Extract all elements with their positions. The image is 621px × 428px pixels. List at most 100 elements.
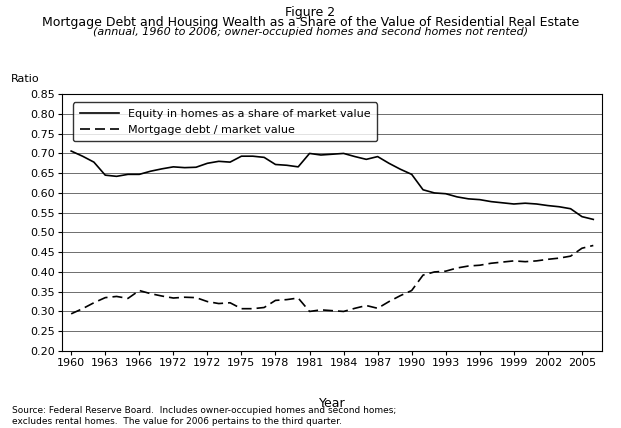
- Mortgage debt / market value: [215, 301, 222, 306]
- Equity in homes as a share of market value: [419, 187, 427, 192]
- Mortgage debt / market value: [499, 259, 506, 265]
- Equity in homes as a share of market value: [227, 160, 234, 165]
- Mortgage debt / market value: [238, 306, 245, 311]
- Mortgage debt / market value: [124, 296, 132, 301]
- Mortgage debt / market value: [578, 246, 586, 251]
- Mortgage debt / market value: [317, 307, 325, 312]
- Mortgage debt / market value: [249, 306, 256, 311]
- Equity in homes as a share of market value: [510, 202, 517, 207]
- Equity in homes as a share of market value: [533, 202, 540, 207]
- Equity in homes as a share of market value: [329, 152, 336, 157]
- Mortgage debt / market value: [283, 297, 291, 302]
- Mortgage debt / market value: [351, 306, 359, 311]
- Mortgage debt / market value: [589, 243, 597, 248]
- Equity in homes as a share of market value: [567, 206, 574, 211]
- Mortgage debt / market value: [442, 269, 450, 274]
- Mortgage debt / market value: [533, 259, 540, 264]
- Mortgage debt / market value: [272, 298, 279, 303]
- Equity in homes as a share of market value: [317, 152, 325, 158]
- Mortgage debt / market value: [487, 261, 495, 266]
- Legend: Equity in homes as a share of market value, Mortgage debt / market value: Equity in homes as a share of market val…: [73, 102, 377, 141]
- Mortgage debt / market value: [510, 259, 517, 264]
- Equity in homes as a share of market value: [68, 149, 75, 154]
- Mortgage debt / market value: [294, 295, 302, 300]
- Mortgage debt / market value: [374, 306, 381, 311]
- Mortgage debt / market value: [158, 294, 166, 299]
- Mortgage debt / market value: [476, 263, 484, 268]
- Equity in homes as a share of market value: [351, 154, 359, 159]
- Equity in homes as a share of market value: [135, 172, 143, 177]
- Mortgage debt / market value: [329, 308, 336, 313]
- Mortgage debt / market value: [340, 309, 347, 314]
- Equity in homes as a share of market value: [147, 169, 155, 174]
- Text: Mortgage Debt and Housing Wealth as a Share of the Value of Residential Real Est: Mortgage Debt and Housing Wealth as a Sh…: [42, 16, 579, 29]
- Mortgage debt / market value: [135, 288, 143, 293]
- Mortgage debt / market value: [419, 273, 427, 278]
- Mortgage debt / market value: [170, 295, 177, 300]
- Mortgage debt / market value: [90, 300, 97, 305]
- Mortgage debt / market value: [522, 259, 529, 264]
- Equity in homes as a share of market value: [397, 166, 404, 172]
- Equity in homes as a share of market value: [453, 194, 461, 199]
- Equity in homes as a share of market value: [90, 160, 97, 165]
- Mortgage debt / market value: [385, 299, 392, 304]
- Equity in homes as a share of market value: [476, 197, 484, 202]
- Equity in homes as a share of market value: [408, 172, 415, 177]
- Mortgage debt / market value: [113, 294, 120, 299]
- Equity in homes as a share of market value: [238, 154, 245, 159]
- Equity in homes as a share of market value: [374, 154, 381, 159]
- Equity in homes as a share of market value: [215, 159, 222, 164]
- Text: Year: Year: [319, 397, 345, 410]
- Mortgage debt / market value: [79, 306, 86, 311]
- Equity in homes as a share of market value: [193, 165, 200, 170]
- Equity in homes as a share of market value: [113, 174, 120, 179]
- Equity in homes as a share of market value: [249, 154, 256, 159]
- Equity in homes as a share of market value: [101, 172, 109, 178]
- Mortgage debt / market value: [408, 288, 415, 293]
- Equity in homes as a share of market value: [170, 164, 177, 169]
- Mortgage debt / market value: [147, 291, 155, 296]
- Mortgage debt / market value: [68, 311, 75, 316]
- Mortgage debt / market value: [556, 256, 563, 261]
- Line: Equity in homes as a share of market value: Equity in homes as a share of market val…: [71, 151, 593, 220]
- Equity in homes as a share of market value: [181, 165, 188, 170]
- Equity in homes as a share of market value: [294, 164, 302, 169]
- Mortgage debt / market value: [430, 269, 438, 274]
- Equity in homes as a share of market value: [124, 172, 132, 177]
- Equity in homes as a share of market value: [340, 151, 347, 156]
- Equity in homes as a share of market value: [385, 161, 392, 166]
- Mortgage debt / market value: [227, 300, 234, 305]
- Line: Mortgage debt / market value: Mortgage debt / market value: [71, 246, 593, 314]
- Equity in homes as a share of market value: [363, 157, 370, 162]
- Equity in homes as a share of market value: [442, 191, 450, 196]
- Equity in homes as a share of market value: [79, 154, 86, 159]
- Mortgage debt / market value: [306, 309, 313, 314]
- Equity in homes as a share of market value: [204, 161, 211, 166]
- Text: (annual, 1960 to 2006; owner-occupied homes and second homes not rented): (annual, 1960 to 2006; owner-occupied ho…: [93, 27, 528, 37]
- Equity in homes as a share of market value: [578, 214, 586, 219]
- Mortgage debt / market value: [544, 257, 551, 262]
- Text: Source: Federal Reserve Board.  Includes owner-occupied homes and second homes;
: Source: Federal Reserve Board. Includes …: [12, 407, 397, 426]
- Mortgage debt / market value: [181, 294, 188, 300]
- Equity in homes as a share of market value: [430, 190, 438, 196]
- Mortgage debt / market value: [204, 299, 211, 304]
- Equity in homes as a share of market value: [283, 163, 291, 168]
- Equity in homes as a share of market value: [487, 199, 495, 204]
- Mortgage debt / market value: [193, 295, 200, 300]
- Equity in homes as a share of market value: [272, 162, 279, 167]
- Mortgage debt / market value: [363, 303, 370, 308]
- Mortgage debt / market value: [260, 305, 268, 310]
- Mortgage debt / market value: [101, 295, 109, 300]
- Equity in homes as a share of market value: [544, 203, 551, 208]
- Equity in homes as a share of market value: [260, 155, 268, 160]
- Equity in homes as a share of market value: [306, 151, 313, 156]
- Equity in homes as a share of market value: [522, 201, 529, 206]
- Mortgage debt / market value: [397, 293, 404, 298]
- Equity in homes as a share of market value: [465, 196, 472, 202]
- Text: Ratio: Ratio: [11, 74, 39, 84]
- Text: Figure 2: Figure 2: [286, 6, 335, 19]
- Equity in homes as a share of market value: [556, 204, 563, 209]
- Equity in homes as a share of market value: [589, 217, 597, 222]
- Equity in homes as a share of market value: [499, 200, 506, 205]
- Mortgage debt / market value: [567, 253, 574, 259]
